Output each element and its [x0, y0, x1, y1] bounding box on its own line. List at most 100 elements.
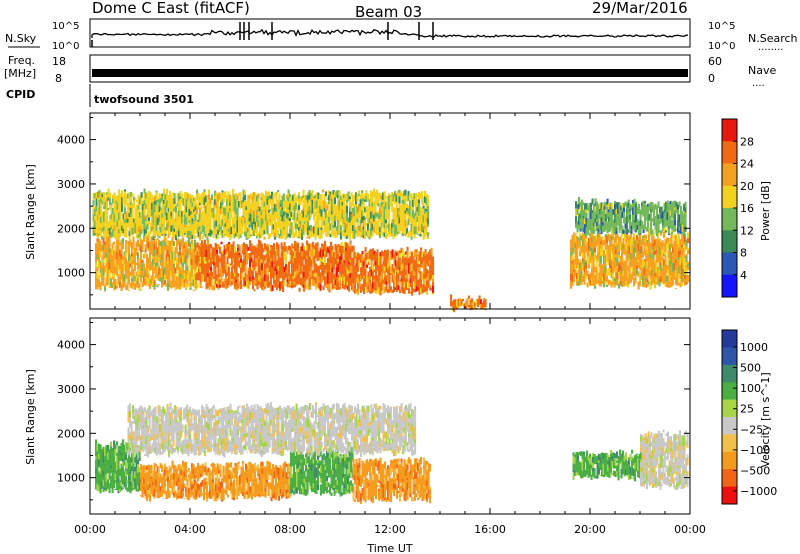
- echo-cell: [626, 215, 629, 222]
- echo-cell: [298, 287, 301, 292]
- echo-cell: [355, 292, 358, 294]
- echo-cell: [672, 266, 675, 273]
- echo-cell: [324, 240, 327, 247]
- echo-cell: [570, 246, 573, 254]
- echo-cell: [394, 280, 397, 288]
- echo-cell: [267, 257, 270, 261]
- echo-cell: [125, 257, 128, 266]
- echo-cell: [176, 276, 179, 281]
- echo-cell: [233, 219, 236, 225]
- echo-cell: [271, 222, 274, 225]
- echo-cell: [427, 195, 430, 199]
- echo-cell: [576, 240, 579, 245]
- echo-cell: [301, 242, 304, 246]
- echo-cell: [379, 282, 382, 291]
- echo-cell: [652, 258, 655, 267]
- echo-cell: [125, 271, 128, 280]
- echo-cell: [97, 207, 100, 215]
- echo-cell: [597, 204, 600, 213]
- echo-cell: [475, 307, 478, 309]
- echo-cell: [418, 253, 421, 261]
- echo-cell: [214, 256, 217, 263]
- echo-cell: [672, 272, 675, 279]
- echo-cell: [131, 192, 134, 197]
- echo-cell: [244, 234, 247, 237]
- echo-cell: [453, 299, 456, 307]
- echo-cell: [125, 230, 128, 238]
- echo-cell: [170, 211, 173, 217]
- echo-cell: [284, 211, 287, 215]
- echo-cell: [304, 201, 307, 209]
- echo-cell: [647, 220, 650, 223]
- echo-cell: [202, 220, 205, 225]
- echo-cell: [176, 203, 179, 207]
- echo-cell: [450, 300, 453, 307]
- echo-cell: [454, 303, 457, 309]
- echo-cell: [415, 226, 418, 235]
- echo-cell: [584, 203, 587, 210]
- echo-cell: [632, 200, 635, 204]
- echo-cell: [410, 207, 413, 211]
- echo-cell: [413, 233, 416, 239]
- echo-cell: [128, 245, 131, 251]
- echo-cell: [400, 259, 403, 265]
- echo-cell: [403, 204, 406, 213]
- echo-cell: [179, 210, 182, 214]
- echo-cell: [265, 214, 268, 222]
- echo-cell: [657, 248, 660, 255]
- echo-cell: [153, 275, 156, 281]
- echo-cell: [129, 241, 132, 247]
- echo-cell: [170, 252, 173, 261]
- echo-cell: [300, 267, 303, 275]
- echo-cell: [214, 228, 217, 235]
- echo-cell: [120, 276, 123, 280]
- echo-cell: [280, 229, 283, 236]
- echo-cell: [152, 215, 155, 223]
- echo-cell: [423, 286, 426, 293]
- echo-cell: [427, 211, 430, 219]
- echo-cell: [107, 267, 110, 275]
- echo-cell: [352, 291, 355, 292]
- echo-cell: [190, 211, 193, 215]
- echo-cell: [381, 250, 384, 254]
- echo-cell: [332, 205, 335, 214]
- echo-cell: [410, 223, 413, 232]
- echo-cell: [372, 274, 375, 282]
- echo-cell: [179, 267, 182, 275]
- echo-cell: [361, 288, 364, 291]
- echo-cell: [379, 292, 382, 296]
- echo-cell: [283, 224, 286, 228]
- echo-cell: [663, 216, 666, 225]
- echo-cell: [682, 276, 685, 283]
- echo-cell: [623, 219, 626, 224]
- echo-cell: [161, 193, 164, 197]
- echo-cell: [585, 245, 588, 253]
- echo-cell: [121, 230, 124, 234]
- echo-cell: [227, 219, 230, 224]
- echo-cell: [351, 272, 354, 278]
- echo-cell: [178, 206, 181, 211]
- echo-cell: [274, 192, 277, 197]
- echo-cell: [600, 231, 603, 234]
- echo-cell: [101, 194, 104, 198]
- echo-cell: [321, 246, 324, 249]
- echo-cell: [673, 262, 676, 271]
- echo-cell: [363, 281, 366, 288]
- echo-cell: [253, 203, 256, 211]
- echo-cell: [612, 261, 615, 269]
- echo-cell: [625, 239, 628, 245]
- echo-cell: [186, 242, 189, 246]
- echo-cell: [585, 259, 588, 263]
- echo-cell: [330, 241, 333, 247]
- echo-cell: [384, 261, 387, 265]
- echo-cell: [415, 236, 418, 238]
- echo-cell: [609, 280, 612, 284]
- echo-cell: [633, 263, 636, 271]
- echo-cell: [352, 250, 355, 258]
- echo-cell: [653, 205, 656, 213]
- echo-cell: [193, 223, 196, 227]
- echo-cell: [651, 275, 654, 283]
- echo-cell: [145, 216, 148, 222]
- echo-cell: [110, 266, 113, 273]
- echo-cell: [253, 229, 256, 236]
